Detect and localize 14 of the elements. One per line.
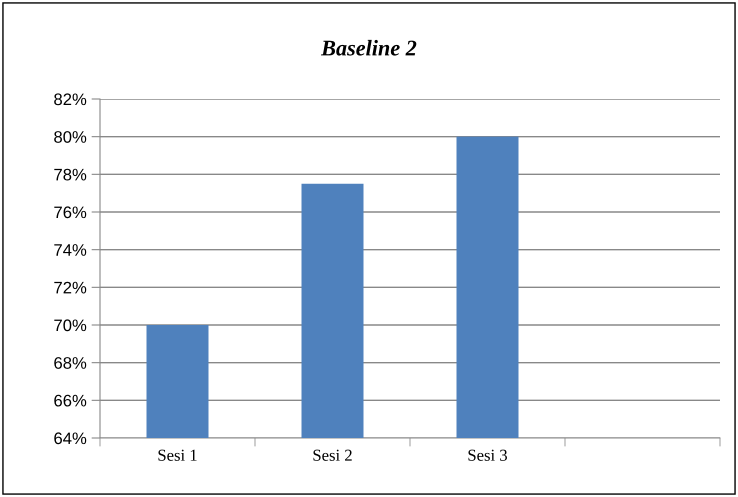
y-tick-label: 64% bbox=[54, 432, 86, 444]
chart-title: Baseline 2 bbox=[320, 40, 416, 56]
x-tick-label: Sesi 3 bbox=[468, 450, 507, 461]
y-tick-label: 68% bbox=[54, 357, 86, 369]
x-tick-label: Sesi 2 bbox=[313, 450, 352, 461]
y-tick-label: 82% bbox=[54, 93, 86, 106]
y-tick-label: 76% bbox=[54, 206, 86, 218]
y-tick-label: 66% bbox=[54, 394, 86, 407]
y-tick-label: 80% bbox=[54, 131, 86, 143]
y-tick-label: 72% bbox=[54, 282, 86, 294]
y-tick-label: 74% bbox=[54, 244, 86, 256]
y-tick-label: 70% bbox=[54, 319, 86, 332]
y-tick-label: 78% bbox=[54, 168, 86, 181]
x-tick-label: Sesi 1 bbox=[158, 450, 197, 461]
